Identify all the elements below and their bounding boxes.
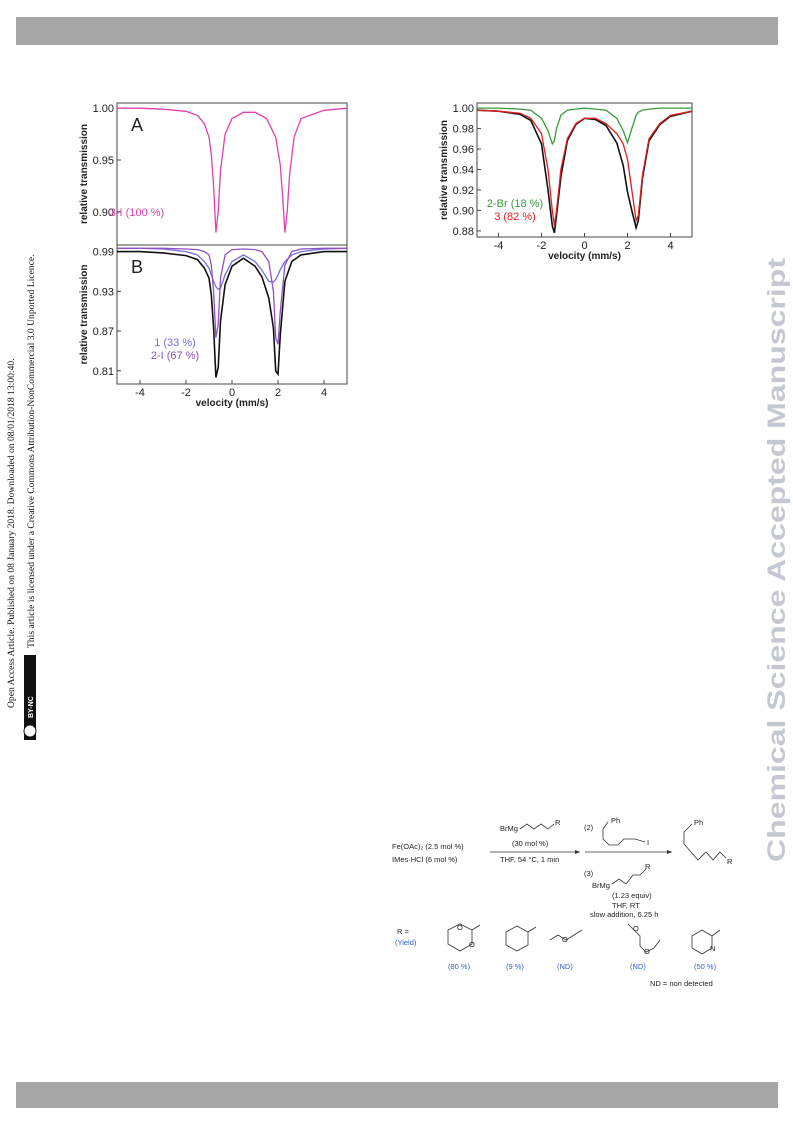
legend-entry: 3 (82 %) <box>494 211 536 223</box>
arrow-head <box>667 850 672 854</box>
conditions: slow addition, 6.25 h <box>590 910 658 919</box>
legend-entry: 3-I (100 %) <box>110 207 164 219</box>
y-tick-label: 0.92 <box>453 185 474 197</box>
arrow-head <box>575 850 580 854</box>
y-tick-label: 0.90 <box>453 205 474 217</box>
phenyl: Ph <box>611 816 620 825</box>
x-axis-label: velocity (mm/s) <box>548 251 621 262</box>
conditions: THF, 54 °C, 1 min <box>500 855 559 864</box>
legend-entry: 1 (33 %) <box>154 337 196 349</box>
y-tick-label: 0.99 <box>93 247 114 259</box>
series-line <box>117 107 348 233</box>
yield: (9 %) <box>506 962 524 971</box>
y-tick-label: 0.87 <box>93 326 114 338</box>
panel-label: B <box>131 257 143 277</box>
y-tick-label: 1.00 <box>453 103 474 115</box>
yield: (80 %) <box>448 962 471 971</box>
bond <box>683 823 727 861</box>
bond <box>602 821 646 846</box>
series-line <box>477 107 692 146</box>
series-line <box>117 247 348 291</box>
x-tick-label: -4 <box>494 240 504 252</box>
bond <box>549 929 583 941</box>
y-tick-label: 0.93 <box>93 286 114 298</box>
bond <box>519 823 555 830</box>
conditions: THF, RT <box>612 901 640 910</box>
panel-label: A <box>131 115 143 135</box>
y-tick-label: 0.96 <box>453 144 474 156</box>
x-tick-label: 4 <box>321 387 327 399</box>
cyclohexane <box>505 925 529 952</box>
x-tick-label: 2 <box>275 387 281 399</box>
x-tick-label: 0 <box>229 387 235 399</box>
sidebar-line: Open Access Article. Published on 08 Jan… <box>6 358 17 708</box>
yield-head: (Yield) <box>395 938 417 947</box>
reagent: BrMg <box>592 881 610 890</box>
cc-badge: BY-NC <box>23 655 37 740</box>
r-group: R <box>727 857 733 866</box>
series-line <box>476 109 693 226</box>
yield: (ND) <box>557 962 573 971</box>
bond <box>471 924 481 931</box>
r-group: R <box>555 818 561 827</box>
x-tick-label: -2 <box>537 240 547 252</box>
x-tick-label: -4 <box>135 387 145 399</box>
equiv: (1.23 equiv) <box>612 891 652 900</box>
footer-bar <box>16 1082 778 1108</box>
step: (2) <box>584 823 594 832</box>
x-tick-label: 0 <box>581 240 587 252</box>
yield: (50 %) <box>694 962 717 971</box>
x-tick-label: 2 <box>624 240 630 252</box>
note: ND = non detected <box>650 979 713 988</box>
y-tick-label: 1.00 <box>93 103 114 115</box>
loading: (30 mol %) <box>512 839 549 848</box>
catalyst: Fe(OAc)₂ (2.5 mol %) <box>392 842 464 851</box>
y-axis-label: relative transmission <box>439 120 450 220</box>
ligand: IMes·HCl (6 mol %) <box>392 855 458 864</box>
reagent: BrMg <box>500 824 518 833</box>
watermark: Chemical Science Accepted Manuscript <box>763 257 791 862</box>
badge-text: BY-NC <box>28 696 35 718</box>
x-axis-label: velocity (mm/s) <box>196 398 269 409</box>
step: (3) <box>584 869 594 878</box>
series-line <box>117 247 347 345</box>
bond <box>527 926 537 933</box>
yield: (ND) <box>630 962 646 971</box>
phenyl: Ph <box>694 818 703 827</box>
y-tick-label: 0.95 <box>93 155 114 167</box>
header-bar <box>16 17 778 45</box>
y-axis-label: relative transmission <box>79 264 90 364</box>
atom: N <box>710 944 715 953</box>
y-tick-label: 0.88 <box>453 226 474 238</box>
legend-entry: 2-Br (18 %) <box>487 198 543 210</box>
atom: O <box>469 940 475 949</box>
atom: O <box>457 923 463 932</box>
r-def: R = <box>397 927 410 936</box>
bond <box>611 868 647 885</box>
atom: O <box>644 947 650 956</box>
r-group: R <box>645 862 651 871</box>
atom: O <box>633 924 639 933</box>
x-tick-label: -2 <box>181 387 191 399</box>
x-tick-label: 4 <box>667 240 673 252</box>
dioxane <box>447 923 473 952</box>
series-line <box>117 250 347 378</box>
legend-entry: 2-I (67 %) <box>151 350 199 362</box>
bond <box>627 923 661 953</box>
iodide: I <box>647 838 649 847</box>
bond <box>711 929 721 937</box>
atom: O <box>562 935 568 944</box>
y-axis-label: relative transmission <box>79 124 90 224</box>
y-tick-label: 0.98 <box>453 124 474 136</box>
y-tick-label: 0.90 <box>93 207 114 219</box>
plot-frame <box>116 102 348 246</box>
scheme: Fe(OAc)₂ (2.5 mol %) IMes·HCl (6 mol %) … <box>392 816 733 988</box>
sidebar-line: This article is licensed under a Creativ… <box>26 254 37 648</box>
y-tick-label: 0.94 <box>453 164 474 176</box>
pyridine <box>691 929 713 955</box>
y-tick-label: 0.81 <box>93 366 114 378</box>
